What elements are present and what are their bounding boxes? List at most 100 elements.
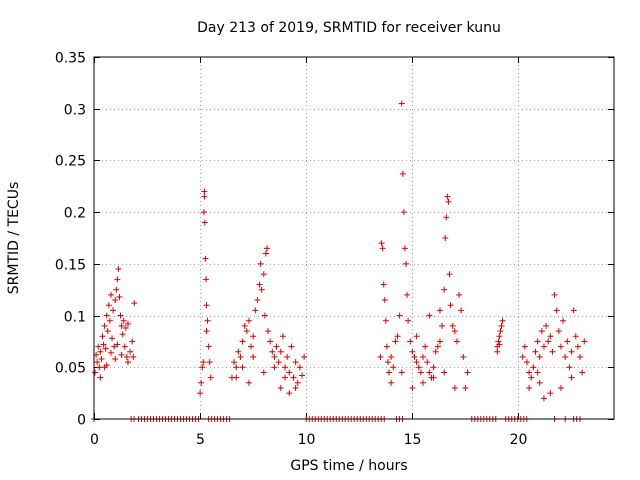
data-point xyxy=(388,379,395,386)
data-point xyxy=(296,364,303,371)
data-point xyxy=(411,353,418,360)
data-point xyxy=(417,369,424,376)
data-point xyxy=(286,369,293,376)
data-point xyxy=(462,384,469,391)
data-point xyxy=(407,338,414,345)
data-point xyxy=(560,317,567,324)
plot-frame xyxy=(93,56,615,420)
data-point xyxy=(441,369,448,376)
data-point xyxy=(206,359,213,366)
data-point xyxy=(424,359,431,366)
data-point xyxy=(547,333,554,340)
data-point xyxy=(536,353,543,360)
data-point xyxy=(294,379,301,386)
data-point xyxy=(526,369,533,376)
data-point xyxy=(200,209,207,216)
y-axis: 0 0.05 0.1 0.15 0.2 0.25 0.3 0.35 xyxy=(55,51,614,429)
y-tick-label: 0.35 xyxy=(55,51,86,67)
data-point xyxy=(379,245,386,252)
y-tick-label: 0.15 xyxy=(55,258,86,274)
data-point xyxy=(248,343,255,350)
data-point xyxy=(392,338,399,345)
data-point xyxy=(404,291,411,298)
data-point xyxy=(534,338,541,345)
data-point xyxy=(540,395,547,402)
data-point xyxy=(536,379,543,386)
data-point xyxy=(271,364,278,371)
data-point xyxy=(430,364,437,371)
data-point xyxy=(405,317,412,324)
data-point xyxy=(201,219,208,226)
data-point xyxy=(436,338,443,345)
data-point xyxy=(260,271,267,278)
x-tick-label: 20 xyxy=(510,432,528,448)
data-point xyxy=(100,341,107,348)
data-point xyxy=(250,333,257,340)
data-point xyxy=(581,338,588,345)
data-point xyxy=(199,364,206,371)
data-point xyxy=(419,379,426,386)
data-point xyxy=(241,322,248,329)
data-point xyxy=(446,271,453,278)
data-point xyxy=(422,343,429,350)
data-point xyxy=(231,359,238,366)
data-point xyxy=(203,328,210,335)
data-point xyxy=(388,353,395,360)
data-point xyxy=(549,348,556,355)
data-point xyxy=(292,359,299,366)
data-point xyxy=(115,266,122,273)
data-point xyxy=(413,359,420,366)
data-point xyxy=(538,328,545,335)
data-point xyxy=(111,343,118,350)
data-point xyxy=(526,384,533,391)
data-point xyxy=(378,240,385,247)
data-point xyxy=(130,353,137,360)
x-tick-label: 5 xyxy=(196,432,205,448)
data-point xyxy=(577,353,584,360)
y-tick-label: 0.2 xyxy=(64,206,86,222)
data-point xyxy=(124,320,131,327)
data-point xyxy=(250,353,257,360)
data-point xyxy=(279,333,286,340)
data-point xyxy=(445,198,452,205)
data-point xyxy=(101,364,108,371)
y-tick-label: 0.05 xyxy=(55,361,86,377)
data-point xyxy=(464,369,471,376)
data-point xyxy=(426,369,433,376)
data-point xyxy=(579,369,586,376)
data-point xyxy=(399,170,406,177)
data-point xyxy=(574,343,581,350)
data-point xyxy=(380,281,387,288)
grid xyxy=(94,57,614,419)
data-point xyxy=(96,364,103,371)
data-point xyxy=(292,384,299,391)
data-point xyxy=(123,353,130,360)
data-point xyxy=(413,333,420,340)
data-point xyxy=(207,374,214,381)
data-point xyxy=(107,349,114,356)
data-point xyxy=(277,348,284,355)
data-point xyxy=(284,353,291,360)
data-point xyxy=(434,343,441,350)
data-point xyxy=(260,369,267,376)
data-point xyxy=(245,317,252,324)
data-point xyxy=(447,302,454,309)
data-point xyxy=(564,338,571,345)
data-point xyxy=(262,250,269,257)
data-point xyxy=(102,345,109,352)
data-point xyxy=(237,353,244,360)
data-point xyxy=(572,333,579,340)
data-point xyxy=(568,348,575,355)
data-point xyxy=(113,286,120,293)
y-tick-label: 0.1 xyxy=(64,310,86,326)
data-point xyxy=(568,374,575,381)
data-point xyxy=(201,193,208,200)
data-point xyxy=(201,188,208,195)
data-point xyxy=(97,348,104,355)
data-point xyxy=(273,343,280,350)
data-point xyxy=(233,364,240,371)
data-point xyxy=(92,369,99,376)
data-point xyxy=(456,291,463,298)
data-point xyxy=(110,307,117,314)
